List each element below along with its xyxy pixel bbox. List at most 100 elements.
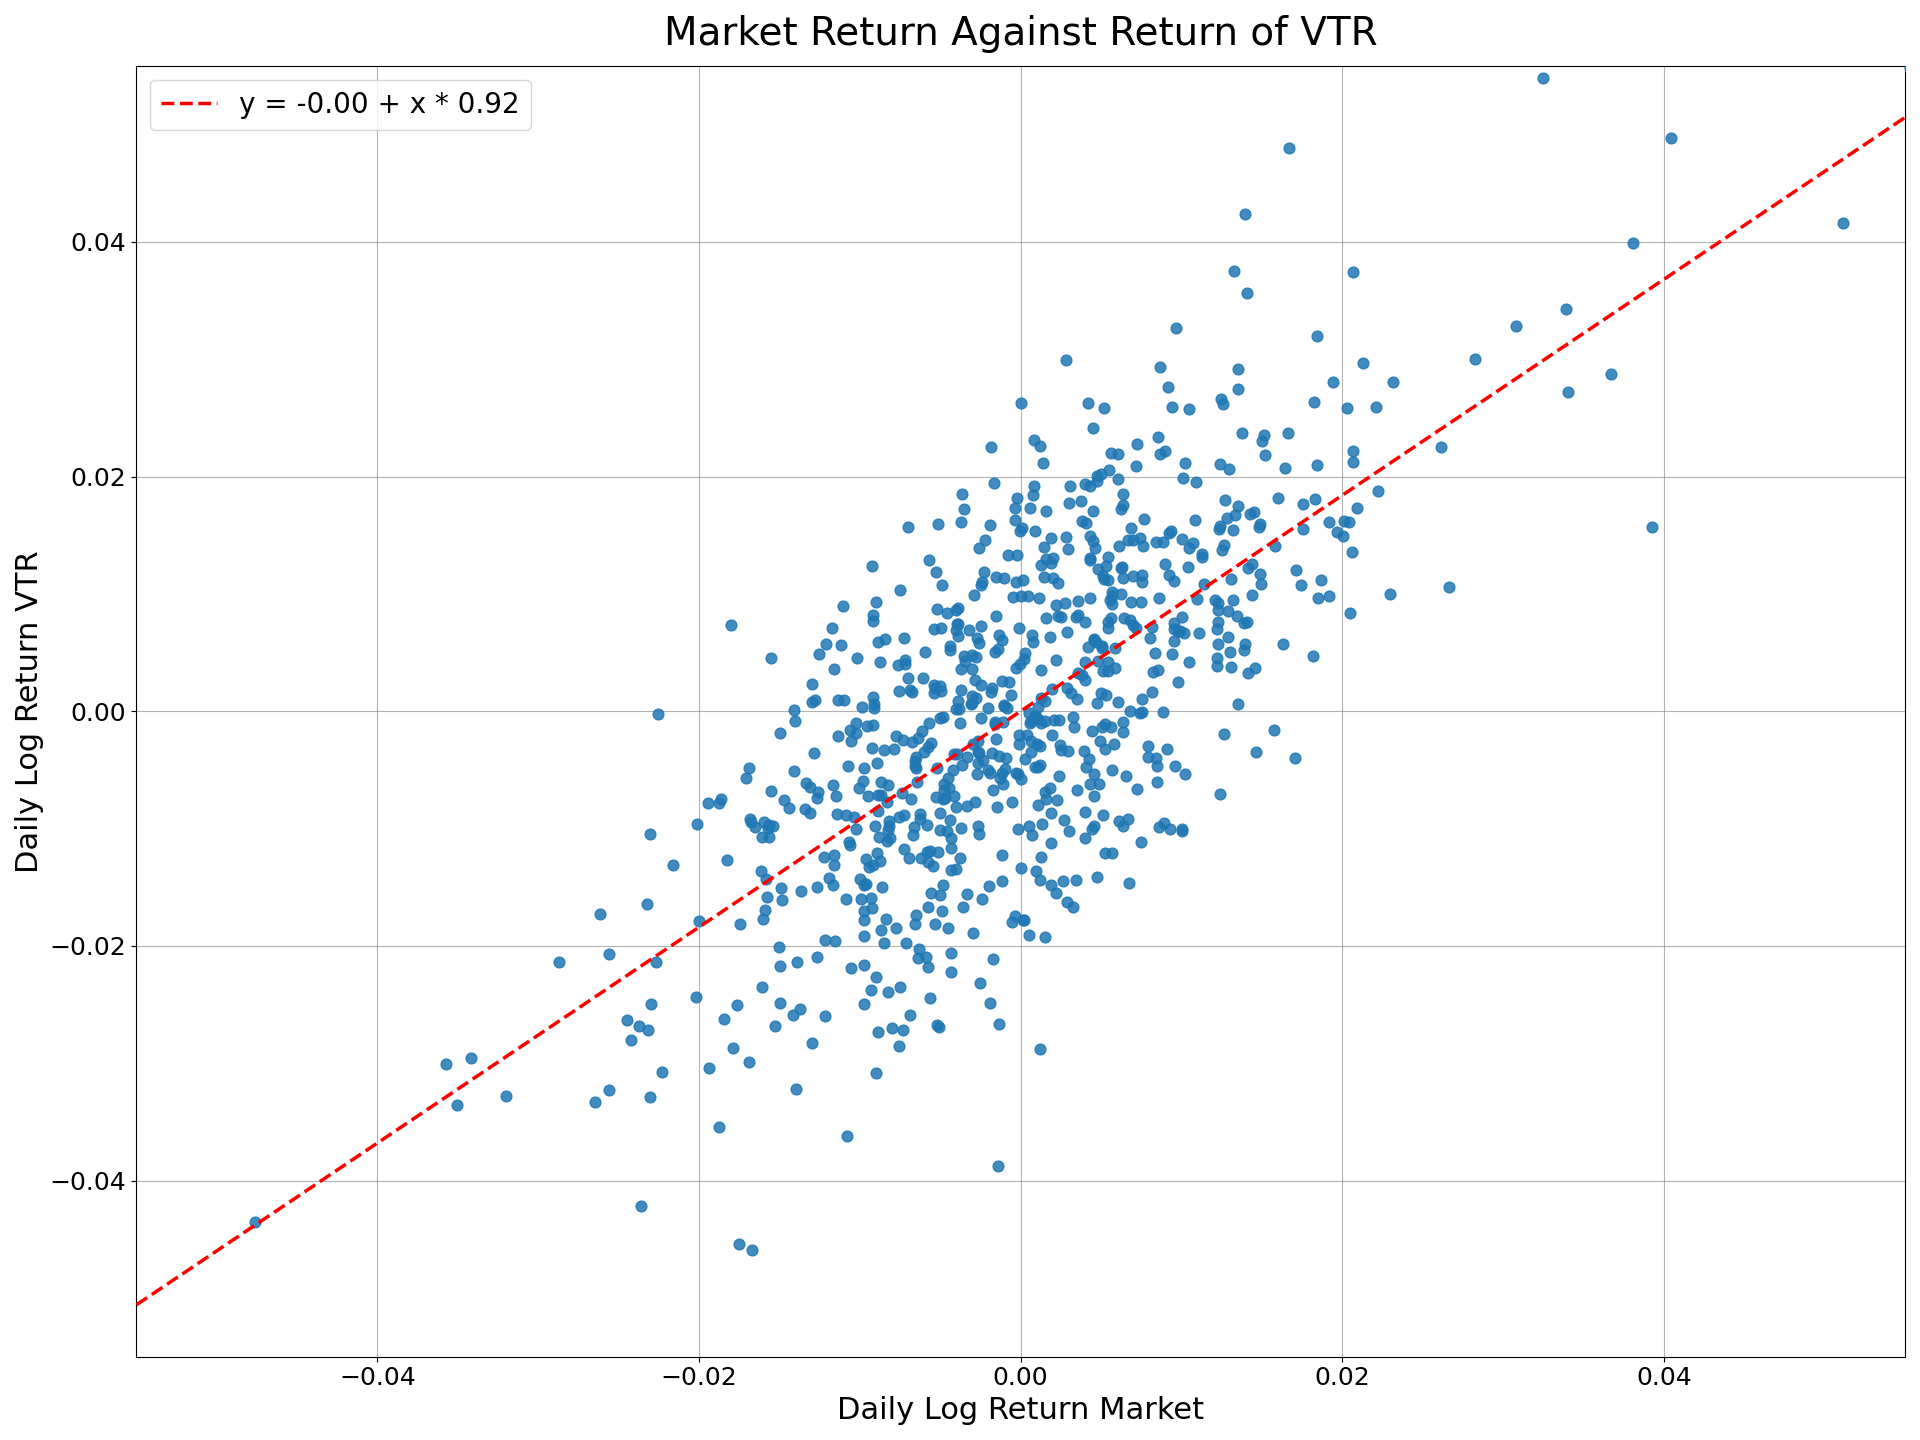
Point bbox=[908, 667, 939, 690]
Point bbox=[916, 881, 947, 904]
Point bbox=[803, 780, 833, 804]
Point bbox=[1204, 452, 1235, 475]
Point bbox=[1154, 521, 1185, 544]
Point bbox=[912, 814, 943, 837]
Point bbox=[941, 698, 972, 721]
Point bbox=[1334, 602, 1365, 625]
Point bbox=[1223, 693, 1254, 716]
Point bbox=[841, 721, 872, 744]
Point bbox=[862, 783, 893, 806]
Point bbox=[1021, 708, 1052, 732]
Point bbox=[1077, 720, 1108, 743]
Point bbox=[1348, 351, 1379, 374]
Point bbox=[874, 773, 904, 796]
Point bbox=[747, 825, 778, 848]
Point bbox=[1208, 393, 1238, 416]
Point bbox=[718, 1037, 749, 1060]
Y-axis label: Daily Log Return VTR: Daily Log Return VTR bbox=[15, 550, 44, 873]
Point bbox=[1173, 556, 1204, 579]
Point bbox=[791, 770, 822, 793]
Point bbox=[1087, 636, 1117, 660]
Point bbox=[1096, 593, 1127, 616]
Point bbox=[964, 822, 995, 845]
Point bbox=[1025, 1037, 1056, 1060]
Point bbox=[893, 847, 924, 870]
Point bbox=[1029, 710, 1060, 733]
Point bbox=[705, 1116, 735, 1139]
Point bbox=[1244, 516, 1275, 539]
Point bbox=[925, 616, 956, 639]
Point bbox=[1052, 891, 1083, 914]
Point bbox=[1035, 874, 1066, 897]
Point bbox=[966, 707, 996, 730]
Point bbox=[73, 1381, 104, 1404]
Point bbox=[1142, 770, 1173, 793]
Point bbox=[1619, 232, 1649, 255]
Point bbox=[1029, 536, 1060, 559]
Point bbox=[908, 740, 939, 763]
Point bbox=[872, 818, 902, 841]
Point bbox=[904, 808, 935, 831]
Point bbox=[927, 874, 958, 897]
Point bbox=[996, 586, 1027, 609]
Point bbox=[956, 658, 987, 681]
Point bbox=[960, 668, 991, 691]
Point bbox=[780, 1077, 810, 1100]
Point bbox=[858, 854, 889, 877]
Point bbox=[1023, 586, 1054, 609]
Point bbox=[935, 960, 966, 984]
Point bbox=[1014, 814, 1044, 837]
Point bbox=[922, 513, 952, 536]
Point bbox=[841, 818, 872, 841]
Point bbox=[624, 1014, 655, 1037]
Point bbox=[851, 714, 881, 737]
Point bbox=[1025, 711, 1056, 734]
Point bbox=[593, 1079, 624, 1102]
Point bbox=[1104, 534, 1135, 557]
Point bbox=[918, 681, 948, 704]
Point bbox=[1281, 747, 1311, 770]
Point bbox=[1212, 625, 1242, 648]
Point bbox=[895, 678, 925, 701]
Point bbox=[1125, 590, 1156, 613]
Point bbox=[430, 1053, 461, 1076]
Point bbox=[918, 618, 948, 641]
Point bbox=[442, 1093, 472, 1116]
Point bbox=[1144, 356, 1175, 379]
X-axis label: Daily Log Return Market: Daily Log Return Market bbox=[837, 1395, 1204, 1426]
Point bbox=[924, 1015, 954, 1038]
Point bbox=[643, 703, 674, 726]
Point bbox=[996, 791, 1027, 814]
Point bbox=[1164, 619, 1194, 642]
Point bbox=[839, 806, 870, 829]
Point bbox=[983, 1012, 1014, 1035]
Point bbox=[862, 752, 893, 775]
Point bbox=[872, 791, 902, 814]
Point bbox=[996, 910, 1027, 933]
Point bbox=[1160, 612, 1190, 635]
Point bbox=[1246, 429, 1277, 452]
Point bbox=[778, 760, 808, 783]
Point bbox=[891, 648, 922, 671]
Point bbox=[1164, 619, 1194, 642]
Point bbox=[1010, 641, 1041, 664]
Point bbox=[833, 755, 864, 778]
Point bbox=[1091, 737, 1121, 760]
Point bbox=[924, 674, 954, 697]
Point bbox=[972, 697, 1002, 720]
Point bbox=[956, 691, 987, 714]
Point bbox=[1223, 494, 1254, 517]
Point bbox=[1183, 622, 1213, 645]
Point bbox=[933, 916, 964, 939]
Point bbox=[856, 887, 887, 910]
Point bbox=[733, 806, 764, 829]
Point bbox=[1092, 611, 1123, 634]
Point bbox=[1148, 530, 1179, 553]
Point bbox=[1092, 660, 1123, 683]
Point bbox=[1046, 739, 1077, 762]
Point bbox=[1160, 317, 1190, 340]
Point bbox=[797, 672, 828, 696]
Point bbox=[958, 922, 989, 945]
Point bbox=[1025, 845, 1056, 868]
Point bbox=[1048, 809, 1079, 832]
